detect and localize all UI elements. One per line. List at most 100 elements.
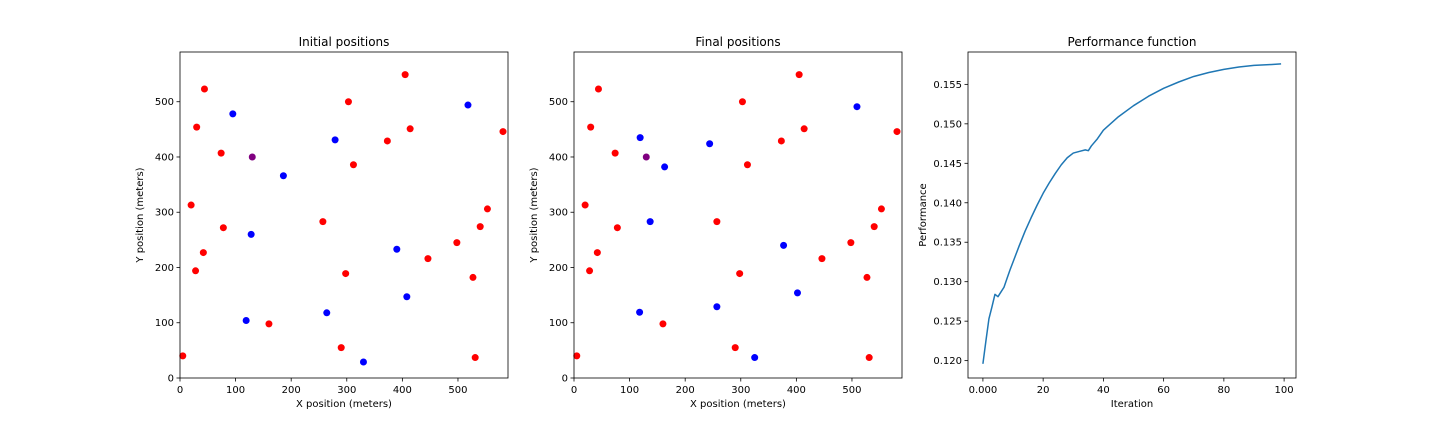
- scatter-point-red-8: [613, 224, 621, 232]
- chart-panel-3: Performance function 0.000 20 40 60 80 100 0.12…: [918, 35, 1297, 410]
- y-tick-label: 200: [155, 263, 174, 274]
- scatter-point-red-22: [476, 223, 484, 231]
- y-tick-label: 0.155: [933, 80, 962, 91]
- scatter-point-red-24: [499, 128, 507, 136]
- x-tick-label: 100: [620, 385, 639, 396]
- scatter-point-red-5: [199, 249, 207, 257]
- scatter-point-red-2: [581, 201, 589, 209]
- chart-title: Performance function: [1068, 35, 1197, 49]
- x-tick-label: 80: [1217, 385, 1230, 396]
- scatter-point-purple-1: [248, 153, 256, 161]
- scatter-point-red-6: [594, 85, 602, 93]
- y-axis-label: Performance: [918, 183, 929, 246]
- y-tick-label: 400: [155, 152, 174, 163]
- scatter-point-red-21: [471, 354, 479, 362]
- scatter-point-red-15: [383, 137, 391, 145]
- scatter-point-red-14: [743, 161, 751, 169]
- scatter-point-blue-5: [706, 140, 714, 148]
- scatter-point-blue-10: [853, 103, 861, 111]
- scatter-point-blue-7: [751, 354, 759, 362]
- scatter-point-blue-1: [229, 110, 237, 118]
- x-axis-label: Iteration: [1111, 399, 1153, 410]
- scatter-point-red-4: [587, 123, 595, 131]
- scatter-point-red-16: [795, 71, 803, 79]
- scatter-point-red-8: [219, 224, 227, 232]
- x-tick-label: 0: [571, 385, 577, 396]
- x-axis-label: X position (meters): [690, 399, 786, 410]
- plot-area: [179, 71, 507, 366]
- x-tick-label: 300: [337, 385, 356, 396]
- scatter-point-red-12: [342, 270, 350, 278]
- scatter-point-red-10: [319, 218, 327, 226]
- x-tick-label: 40: [1097, 385, 1110, 396]
- y-tick-label: 500: [155, 97, 174, 108]
- scatter-point-red-20: [863, 273, 871, 281]
- scatter-point-red-6: [200, 85, 208, 93]
- scatter-point-blue-3: [247, 230, 255, 238]
- x-tick-label: 200: [282, 385, 301, 396]
- x-tick-label: 60: [1157, 385, 1170, 396]
- axes-frame: [179, 51, 509, 379]
- scatter-point-red-10: [713, 218, 721, 226]
- y-tick-label: 0: [168, 374, 174, 385]
- scatter-point-blue-4: [661, 163, 669, 171]
- performance-line: [982, 63, 1282, 364]
- scatter-point-red-24: [893, 128, 901, 136]
- y-tick-label: 0.125: [933, 317, 962, 328]
- y-tick-label: 0: [562, 374, 568, 385]
- x-tick-label: 200: [676, 385, 695, 396]
- scatter-point-red-5: [593, 249, 601, 257]
- scatter-point-blue-5: [323, 309, 331, 317]
- scatter-point-red-9: [265, 320, 273, 328]
- x-tick-label: 500: [448, 385, 467, 396]
- y-tick-label: 400: [549, 152, 568, 163]
- scatter-point-blue-7: [359, 358, 367, 366]
- scatter-point-red-19: [847, 239, 855, 247]
- scatter-point-blue-8: [393, 245, 401, 253]
- x-tick-label: 300: [731, 385, 750, 396]
- scatter-point-red-13: [738, 98, 746, 106]
- chart-panel-1: Initial positions 0 100 200 300 400 500 0 100 200…: [135, 35, 509, 410]
- axes-frame: [967, 51, 1297, 379]
- scatter-point-blue-6: [331, 136, 339, 144]
- scatter-point-blue-4: [279, 172, 287, 180]
- scatter-point-red-19: [453, 239, 461, 247]
- y-axis-label: Y position (meters): [529, 167, 540, 263]
- scatter-point-red-15: [777, 137, 785, 145]
- scatter-point-blue-2: [636, 134, 644, 142]
- scatter-point-blue-9: [793, 289, 801, 297]
- scatter-point-red-18: [818, 255, 826, 263]
- scatter-point-red-18: [424, 255, 432, 263]
- y-tick-label: 300: [549, 208, 568, 219]
- scatter-point-red-11: [731, 344, 739, 352]
- scatter-point-red-7: [217, 149, 225, 157]
- y-tick-label: 0.135: [933, 238, 962, 249]
- y-tick-label: 100: [549, 318, 568, 329]
- scatter-point-red-16: [401, 71, 409, 79]
- scatter-point-red-23: [483, 205, 491, 213]
- y-tick-label: 0.120: [933, 356, 962, 367]
- y-tick-label: 300: [155, 208, 174, 219]
- chart-panel-2: Final positions 0 100 200 300 400 500 0 100 200 30…: [529, 35, 903, 410]
- scatter-point-red-14: [349, 161, 357, 169]
- x-tick-label: 400: [787, 385, 806, 396]
- scatter-point-red-17: [406, 125, 414, 133]
- y-tick-label: 0.145: [933, 159, 962, 170]
- scatter-point-purple-1: [642, 153, 650, 161]
- x-tick-label: 500: [842, 385, 861, 396]
- scatter-point-blue-9: [403, 293, 411, 301]
- x-tick-label: 20: [1037, 385, 1050, 396]
- chart-title: Final positions: [695, 35, 780, 49]
- axes-frame: [573, 51, 903, 379]
- scatter-point-red-1: [179, 352, 187, 360]
- scatter-point-blue-10: [464, 101, 472, 109]
- x-tick-label: 0.000: [969, 385, 998, 396]
- chart-title: Initial positions: [299, 35, 390, 49]
- scatter-point-blue-8: [780, 241, 788, 249]
- x-tick-label: 0: [177, 385, 183, 396]
- x-tick-label: 100: [1275, 385, 1294, 396]
- y-tick-label: 100: [155, 318, 174, 329]
- y-tick-label: 0.140: [933, 198, 962, 209]
- y-tick-label: 0.130: [933, 277, 962, 288]
